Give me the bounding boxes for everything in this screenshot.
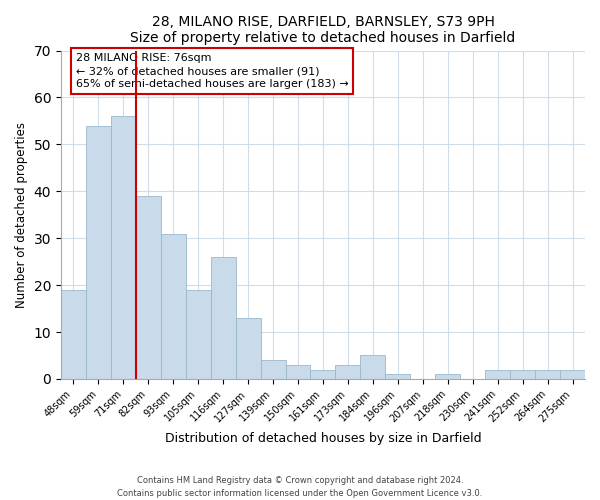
Bar: [236, 318, 260, 379]
Bar: [435, 374, 460, 379]
Bar: [260, 360, 286, 379]
Bar: [136, 196, 161, 379]
Bar: [361, 356, 385, 379]
Text: 28 MILANO RISE: 76sqm
← 32% of detached houses are smaller (91)
65% of semi-deta: 28 MILANO RISE: 76sqm ← 32% of detached …: [76, 53, 349, 90]
X-axis label: Distribution of detached houses by size in Darfield: Distribution of detached houses by size …: [164, 432, 481, 445]
Bar: [61, 290, 86, 379]
Bar: [335, 365, 361, 379]
Bar: [485, 370, 510, 379]
Bar: [211, 257, 236, 379]
Bar: [185, 290, 211, 379]
Bar: [510, 370, 535, 379]
Bar: [161, 234, 185, 379]
Y-axis label: Number of detached properties: Number of detached properties: [15, 122, 28, 308]
Bar: [310, 370, 335, 379]
Bar: [385, 374, 410, 379]
Text: Contains HM Land Registry data © Crown copyright and database right 2024.
Contai: Contains HM Land Registry data © Crown c…: [118, 476, 482, 498]
Bar: [86, 126, 111, 379]
Bar: [560, 370, 585, 379]
Bar: [535, 370, 560, 379]
Bar: [111, 116, 136, 379]
Title: 28, MILANO RISE, DARFIELD, BARNSLEY, S73 9PH
Size of property relative to detach: 28, MILANO RISE, DARFIELD, BARNSLEY, S73…: [130, 15, 515, 45]
Bar: [286, 365, 310, 379]
